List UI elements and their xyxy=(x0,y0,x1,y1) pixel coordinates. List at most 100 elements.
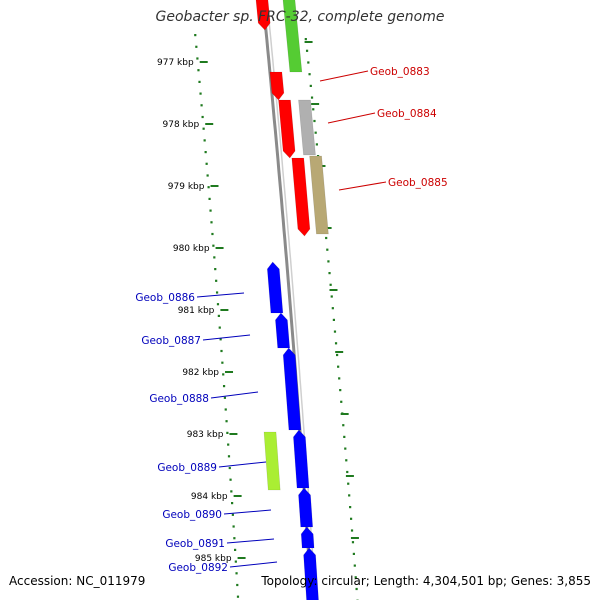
ruler-dot-outer xyxy=(314,131,317,134)
gene-label[interactable]: Geob_0892 xyxy=(168,562,228,574)
ruler-tick-label: 980 kbp xyxy=(173,244,210,254)
ruler-dot-outer xyxy=(343,435,346,438)
ruler-dot-outer xyxy=(345,459,348,462)
ruler-dot-inner xyxy=(209,209,212,212)
ruler-dot-inner xyxy=(222,385,226,388)
gene-arrow-red[interactable] xyxy=(269,71,285,101)
gene-label[interactable]: Geob_0889 xyxy=(157,462,217,474)
ruler-dot-outer xyxy=(328,272,331,275)
gene-label-leader xyxy=(210,391,259,399)
gene-arrow-blue[interactable] xyxy=(275,312,291,349)
gene-label-leader xyxy=(327,112,376,124)
gene-arrow-red[interactable] xyxy=(291,157,311,237)
ruler-dot-outer xyxy=(326,248,329,251)
ruler-dot-outer xyxy=(327,260,330,263)
ruler-dot-inner xyxy=(215,291,219,294)
gene-label-leader xyxy=(196,292,245,298)
ruler-dot-inner xyxy=(226,431,229,434)
ruler-dot-outer xyxy=(349,506,352,509)
ruler-dot-inner xyxy=(235,572,238,575)
ruler-dot-outer xyxy=(346,470,349,474)
gene-arrow-green[interactable] xyxy=(282,0,303,73)
ruler-dot-outer xyxy=(352,552,355,555)
ruler-dot-outer xyxy=(342,424,345,427)
ruler-dot-outer xyxy=(309,84,312,87)
gene-arrow-blue[interactable] xyxy=(300,526,315,549)
gene-arrow-blue[interactable] xyxy=(298,487,314,528)
ruler-dot-inner xyxy=(224,408,227,411)
ruler-tick-label: 985 kbp xyxy=(195,554,232,564)
ruler-dot-outer xyxy=(339,389,342,392)
ruler-dot-outer xyxy=(329,283,332,286)
ruler-dot-inner xyxy=(229,478,232,481)
gene-label[interactable]: Geob_0887 xyxy=(141,335,201,347)
ruler-dot-inner xyxy=(227,443,230,446)
gene-label[interactable]: Geob_0890 xyxy=(162,509,222,521)
gene-arrow-blue[interactable] xyxy=(266,261,284,314)
gene-arrow-red[interactable] xyxy=(255,0,271,31)
ruler-dot-outer xyxy=(351,541,355,544)
gene-label[interactable]: Geob_0884 xyxy=(377,108,437,120)
map-title: Geobacter sp. FRC-32, complete genome xyxy=(155,9,445,25)
gene-arrow-lime[interactable] xyxy=(263,431,281,491)
ruler-dot-inner xyxy=(212,244,215,247)
ruler-dot-inner xyxy=(208,197,211,200)
gene-label[interactable]: Geob_0885 xyxy=(388,177,448,189)
ruler-dot-outer xyxy=(325,236,328,240)
ruler-dot-inner xyxy=(199,92,202,95)
ruler-dot-inner xyxy=(210,221,213,224)
ruler-dot-outer xyxy=(330,295,333,298)
ruler-dot-outer xyxy=(353,564,356,567)
gene-label-leader xyxy=(338,181,387,191)
ruler-dot-inner xyxy=(228,466,231,470)
ruler-dot-inner xyxy=(214,268,217,271)
ruler-dot-outer xyxy=(305,49,309,52)
ruler-dot-inner xyxy=(225,420,228,423)
ruler-dot-inner xyxy=(194,34,197,37)
ruler-dot-inner xyxy=(236,583,239,587)
ruler-dot-outer xyxy=(338,377,341,380)
gene-arrow-grey[interactable] xyxy=(298,99,316,156)
gene-label[interactable]: Geob_0883 xyxy=(370,66,430,78)
gene-label[interactable]: Geob_0886 xyxy=(135,292,195,304)
gene-arrow-blue[interactable] xyxy=(282,347,302,431)
gene-arrow-red[interactable] xyxy=(278,99,296,159)
ruler-dot-outer xyxy=(337,365,340,368)
ruler-dot-outer xyxy=(344,447,347,450)
ruler-dot-inner xyxy=(231,513,234,516)
genome-stats-text: Topology: circular; Length: 4,304,501 bp… xyxy=(261,574,591,588)
ruler-dot-inner xyxy=(222,373,225,376)
ruler-tick-label: 983 kbp xyxy=(187,430,224,440)
ruler-dot-outer xyxy=(350,529,354,532)
ruler-dot-outer xyxy=(304,38,307,41)
ruler-dot-outer xyxy=(313,119,316,123)
ruler-dot-inner xyxy=(207,186,210,189)
ruler-tick-label: 982 kbp xyxy=(182,368,219,378)
ruler-dot-inner xyxy=(231,502,234,505)
ruler-dot-inner xyxy=(202,127,205,130)
gene-arrow-blue[interactable] xyxy=(293,429,310,489)
gene-arrow-khaki[interactable] xyxy=(309,155,329,235)
ruler-dot-inner xyxy=(200,104,203,107)
ruler-dot-outer xyxy=(354,576,357,579)
ruler-dot-inner xyxy=(203,139,206,142)
gene-label-leader xyxy=(218,461,267,468)
ruler-dot-outer xyxy=(308,73,311,76)
ruler-dot-outer xyxy=(307,61,310,64)
ruler-tick-label: 977 kbp xyxy=(157,58,194,68)
ruler-dot-inner xyxy=(234,560,237,563)
ruler-dot-inner xyxy=(230,490,233,493)
ruler-dot-inner xyxy=(219,338,222,341)
ruler-dot-inner xyxy=(220,349,223,353)
gene-label-leader xyxy=(202,334,251,341)
ruler-dot-outer xyxy=(333,330,337,333)
ruler-dot-outer xyxy=(340,400,343,403)
ruler-dot-inner xyxy=(196,57,199,60)
ruler-dot-outer xyxy=(312,108,315,111)
gene-label-leader xyxy=(226,538,275,544)
gene-label[interactable]: Geob_0888 xyxy=(149,393,209,405)
gene-arrow-blue[interactable] xyxy=(303,547,320,600)
ruler-dot-inner xyxy=(206,174,209,177)
gene-label[interactable]: Geob_0891 xyxy=(165,538,225,550)
ruler-dot-outer xyxy=(334,342,338,345)
